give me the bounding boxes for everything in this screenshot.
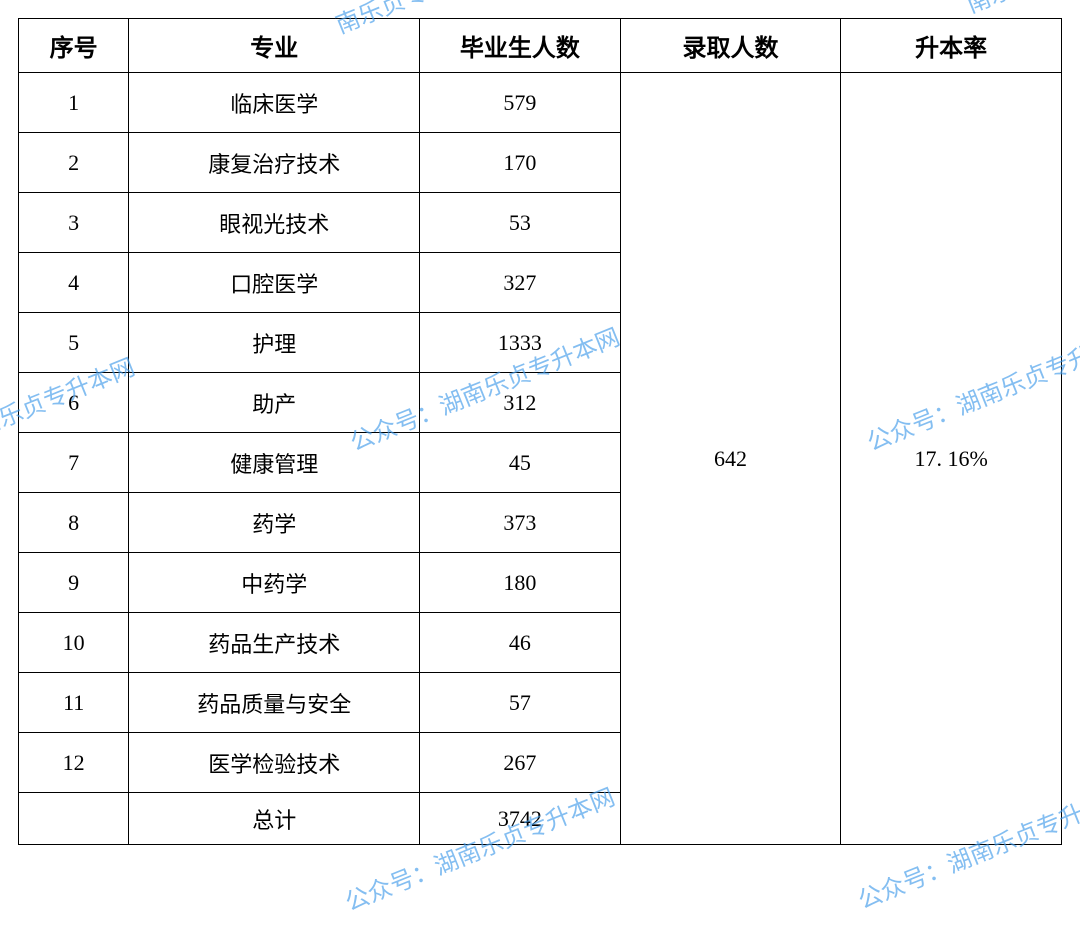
cell-grad: 45 (420, 433, 621, 493)
cell-major: 眼视光技术 (129, 193, 420, 253)
cell-seq: 7 (19, 433, 129, 493)
cell-major: 口腔医学 (129, 253, 420, 313)
cell-major: 护理 (129, 313, 420, 373)
admissions-table: 序号 专业 毕业生人数 录取人数 升本率 1临床医学57964217. 16%2… (18, 18, 1062, 845)
cell-total-grad: 3742 (420, 793, 621, 845)
cell-major: 健康管理 (129, 433, 420, 493)
table-header-row: 序号 专业 毕业生人数 录取人数 升本率 (19, 19, 1062, 73)
cell-grad: 579 (420, 73, 621, 133)
cell-grad: 1333 (420, 313, 621, 373)
cell-seq: 5 (19, 313, 129, 373)
cell-seq: 8 (19, 493, 129, 553)
cell-seq: 10 (19, 613, 129, 673)
cell-seq: 9 (19, 553, 129, 613)
cell-grad: 180 (420, 553, 621, 613)
cell-grad: 312 (420, 373, 621, 433)
col-header-seq: 序号 (19, 19, 129, 73)
cell-major: 药品质量与安全 (129, 673, 420, 733)
cell-grad: 57 (420, 673, 621, 733)
col-header-rate: 升本率 (841, 19, 1062, 73)
cell-total-seq (19, 793, 129, 845)
cell-major: 临床医学 (129, 73, 420, 133)
cell-major: 中药学 (129, 553, 420, 613)
cell-grad: 327 (420, 253, 621, 313)
cell-seq: 2 (19, 133, 129, 193)
cell-major: 康复治疗技术 (129, 133, 420, 193)
col-header-admit: 录取人数 (620, 19, 841, 73)
cell-seq: 3 (19, 193, 129, 253)
cell-major: 药学 (129, 493, 420, 553)
cell-grad: 53 (420, 193, 621, 253)
col-header-major: 专业 (129, 19, 420, 73)
table-row: 1临床医学57964217. 16% (19, 73, 1062, 133)
cell-grad: 373 (420, 493, 621, 553)
cell-seq: 12 (19, 733, 129, 793)
col-header-grad: 毕业生人数 (420, 19, 621, 73)
cell-total-label: 总计 (129, 793, 420, 845)
cell-seq: 1 (19, 73, 129, 133)
cell-grad: 267 (420, 733, 621, 793)
cell-admitted: 642 (620, 73, 841, 845)
cell-seq: 6 (19, 373, 129, 433)
cell-major: 医学检验技术 (129, 733, 420, 793)
cell-seq: 4 (19, 253, 129, 313)
cell-rate: 17. 16% (841, 73, 1062, 845)
cell-major: 药品生产技术 (129, 613, 420, 673)
cell-grad: 170 (420, 133, 621, 193)
table-body: 1临床医学57964217. 16%2康复治疗技术1703眼视光技术534口腔医… (19, 73, 1062, 845)
cell-grad: 46 (420, 613, 621, 673)
cell-seq: 11 (19, 673, 129, 733)
cell-major: 助产 (129, 373, 420, 433)
